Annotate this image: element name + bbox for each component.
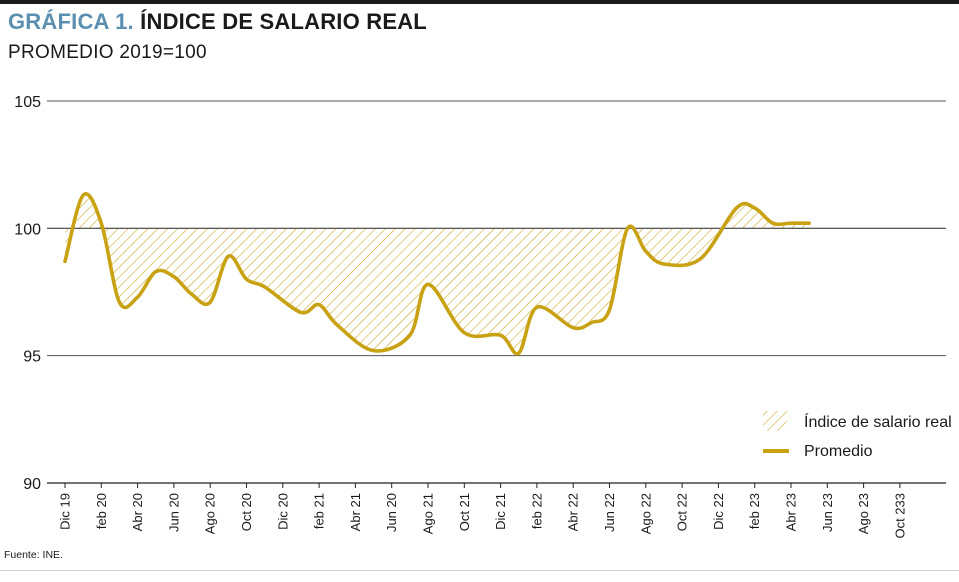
y-tick-label: 100 bbox=[14, 221, 41, 238]
legend-hatch-swatch bbox=[763, 411, 787, 431]
index-point bbox=[371, 349, 376, 353]
x-tick-label: Abr 22 bbox=[566, 493, 581, 531]
index-point bbox=[698, 257, 702, 261]
x-tick-label: Ago 21 bbox=[421, 493, 436, 534]
source-note: Fuente: INE. bbox=[4, 549, 63, 561]
index-point bbox=[734, 206, 739, 210]
x-tick-label: Dic 22 bbox=[711, 493, 726, 530]
legend-label-index: Índice de salario real bbox=[804, 412, 952, 431]
x-tick-label: Abr 23 bbox=[784, 493, 799, 531]
x-tick-label: Oct 22 bbox=[675, 493, 690, 531]
x-tick-label: Jun 20 bbox=[384, 493, 399, 532]
index-point bbox=[208, 300, 212, 304]
index-point bbox=[263, 285, 267, 289]
x-tick-label: Oct 21 bbox=[457, 493, 472, 531]
index-point bbox=[226, 254, 230, 258]
x-tick-label: Dic 19 bbox=[58, 493, 73, 530]
x-tick-label: Oct 20 bbox=[239, 493, 254, 531]
index-point bbox=[408, 333, 412, 337]
index-point bbox=[154, 270, 158, 274]
x-tick-label: Ago 22 bbox=[638, 493, 653, 534]
index-point bbox=[771, 221, 775, 225]
bottom-rule bbox=[0, 570, 959, 571]
index-point bbox=[607, 308, 612, 312]
index-point bbox=[99, 221, 103, 225]
y-tick-label: 105 bbox=[14, 94, 41, 111]
top-rule bbox=[0, 0, 959, 4]
index-area-hatch bbox=[65, 193, 810, 354]
x-tick-label: Jun 20 bbox=[166, 493, 181, 532]
x-tick-label: Abr 20 bbox=[130, 493, 145, 531]
index-point bbox=[426, 282, 430, 286]
index-point bbox=[172, 275, 176, 279]
legend-label-average: Promedio bbox=[804, 443, 873, 460]
index-point bbox=[190, 292, 194, 297]
index-point bbox=[626, 226, 630, 230]
index-line bbox=[63, 192, 811, 356]
x-tick-label: feb 20 bbox=[94, 493, 109, 529]
index-point bbox=[63, 259, 67, 263]
x-tick-label: Ago 23 bbox=[856, 493, 871, 534]
x-tick-label: Jun 22 bbox=[602, 493, 617, 532]
index-point bbox=[807, 221, 811, 225]
index-point bbox=[117, 300, 121, 304]
index-point bbox=[317, 303, 321, 307]
index-point bbox=[335, 323, 339, 327]
index-point bbox=[644, 249, 648, 253]
index-point bbox=[517, 351, 521, 355]
chart-subtitle: PROMEDIO 2019=100 bbox=[8, 42, 207, 63]
y-tick-label: 95 bbox=[23, 349, 41, 366]
index-point bbox=[662, 262, 666, 266]
x-tick-label: Dic 21 bbox=[493, 493, 508, 530]
x-tick-label: feb 22 bbox=[529, 493, 544, 529]
x-tick-label: Dic 20 bbox=[275, 493, 290, 530]
x-tick-label: Jun 23 bbox=[820, 493, 835, 532]
x-tick-label: Abr 21 bbox=[348, 493, 363, 531]
index-point bbox=[571, 326, 575, 330]
index-point bbox=[499, 333, 503, 337]
index-point bbox=[789, 221, 793, 225]
chart-title: GRÁFICA 1. ÍNDICE DE SALARIO REAL bbox=[8, 9, 427, 35]
title-text: ÍNDICE DE SALARIO REAL bbox=[140, 9, 427, 34]
title-number: GRÁFICA 1. bbox=[8, 9, 134, 34]
index-point bbox=[244, 277, 249, 281]
x-tick-label: feb 21 bbox=[312, 493, 327, 529]
y-tick-label: 90 bbox=[23, 476, 41, 493]
index-point bbox=[535, 305, 539, 309]
index-point bbox=[136, 295, 140, 299]
index-point bbox=[299, 310, 303, 314]
index-point bbox=[753, 206, 757, 210]
x-tick-label: feb 23 bbox=[747, 493, 762, 529]
x-tick-label: Ago 20 bbox=[203, 493, 218, 534]
x-tick-label: Oct 233 bbox=[892, 493, 907, 539]
index-point bbox=[81, 193, 85, 197]
index-point bbox=[589, 321, 593, 325]
index-point bbox=[462, 331, 466, 335]
